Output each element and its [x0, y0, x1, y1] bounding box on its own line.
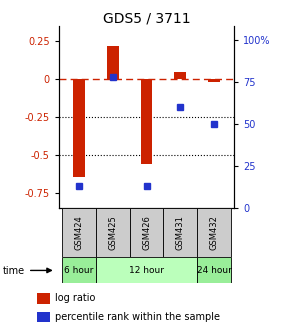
Bar	[208, 79, 220, 82]
Text: GSM426: GSM426	[142, 215, 151, 250]
Text: GSM424: GSM424	[74, 215, 84, 250]
Bar	[174, 72, 186, 79]
Bar	[141, 79, 152, 164]
Text: 12 hour: 12 hour	[129, 266, 164, 275]
Text: GDS5 / 3711: GDS5 / 3711	[103, 11, 190, 26]
Text: time: time	[3, 266, 25, 276]
Text: log ratio: log ratio	[55, 293, 96, 303]
Text: 24 hour: 24 hour	[197, 266, 231, 275]
Text: 6 hour: 6 hour	[64, 266, 93, 275]
Bar	[96, 257, 197, 283]
Bar	[62, 208, 96, 257]
Text: percentile rank within the sample: percentile rank within the sample	[55, 312, 220, 322]
Bar	[96, 208, 130, 257]
Text: GSM432: GSM432	[209, 215, 219, 250]
Text: GSM431: GSM431	[176, 215, 185, 250]
Bar	[37, 293, 50, 303]
Bar	[197, 257, 231, 283]
Bar	[197, 208, 231, 257]
Bar	[73, 79, 85, 177]
Bar	[163, 208, 197, 257]
Bar	[107, 46, 119, 79]
Bar	[37, 312, 50, 322]
Text: GSM425: GSM425	[108, 215, 117, 250]
Bar	[62, 257, 96, 283]
Bar	[130, 208, 163, 257]
